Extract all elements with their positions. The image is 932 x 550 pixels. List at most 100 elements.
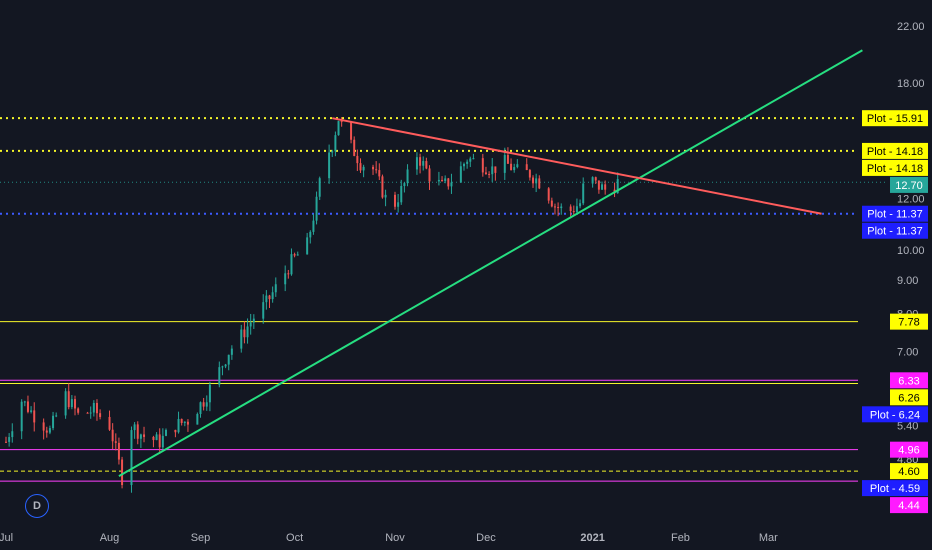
candle-body	[262, 302, 265, 319]
candle-body	[161, 435, 164, 448]
candle-body	[503, 155, 506, 173]
price-tag	[862, 480, 928, 497]
candle-body	[378, 170, 381, 177]
candle-body	[95, 402, 98, 414]
candle-body	[8, 437, 11, 442]
candle-body	[312, 220, 315, 232]
candle-body	[208, 384, 211, 403]
candle-body	[306, 237, 309, 255]
candle-body	[597, 180, 600, 190]
price-tag-label: 4.96	[898, 445, 919, 457]
candle-body	[152, 436, 155, 441]
y-tick-label: 9.00	[897, 275, 918, 287]
candle-body	[572, 211, 575, 213]
candle-body	[64, 391, 67, 416]
x-tick-label: Oct	[286, 532, 303, 544]
candle-body	[30, 410, 33, 412]
candle-body	[196, 413, 199, 425]
candle-body	[591, 177, 594, 184]
candle-body	[74, 399, 77, 409]
candle-body	[164, 429, 167, 436]
candle-body	[359, 163, 362, 171]
x-tick-label: Jul	[0, 532, 13, 544]
candle-body	[114, 441, 117, 443]
price-tags: Plot - 15.91 Plot - 14.18 Plot - 14.18 12.7…	[862, 110, 928, 514]
price-tag-label: 12.70	[895, 180, 923, 192]
y-tick-label: 10.00	[897, 245, 925, 257]
candle-body	[350, 121, 353, 140]
candle-body	[265, 295, 268, 303]
price-tag	[890, 463, 928, 480]
candle-body	[400, 186, 403, 203]
y-tick-label: 7.00	[897, 347, 918, 359]
candle-body	[616, 179, 619, 194]
candle-body	[89, 412, 92, 414]
candle-body	[466, 161, 469, 164]
candle-body	[309, 231, 312, 238]
candle-body	[506, 155, 509, 164]
x-tick-label: Mar	[759, 532, 778, 544]
candle-body	[444, 178, 447, 182]
candle-body	[296, 254, 299, 256]
candle-body	[463, 163, 466, 167]
candle-body	[243, 329, 246, 338]
candle-body	[362, 166, 365, 171]
candle-body	[425, 161, 428, 169]
candle-body	[77, 408, 80, 413]
candle-body	[315, 196, 318, 221]
candle-body	[268, 295, 271, 300]
candle-body	[108, 416, 111, 430]
candle-body	[356, 155, 359, 164]
time-axis[interactable]: Jul Aug Sep Oct Nov Dec 2021 Feb Mar	[0, 532, 778, 544]
candle-body	[55, 415, 58, 417]
candle-body	[337, 121, 340, 136]
candle-body	[525, 164, 528, 171]
price-tag-label: Plot - 6.24	[870, 409, 920, 421]
candle-body	[403, 183, 406, 187]
candle-body	[33, 410, 36, 423]
candle-body	[221, 366, 224, 368]
candle-body	[569, 206, 572, 212]
candle-body	[437, 179, 440, 182]
candle-body	[155, 434, 158, 441]
price-tag-label: 4.44	[898, 500, 919, 512]
candle-body	[67, 391, 70, 408]
candle-body	[334, 135, 337, 152]
candle-body	[271, 292, 274, 300]
candle-body	[469, 158, 472, 162]
candle-body	[52, 415, 55, 429]
candle-body	[284, 273, 287, 285]
candle-body	[510, 163, 513, 171]
candle-body	[513, 167, 516, 171]
interval-badge[interactable]: D	[25, 494, 49, 518]
candle-body	[582, 183, 585, 204]
price-tag	[862, 205, 928, 222]
trend-line	[118, 49, 863, 477]
candle-body	[419, 157, 422, 166]
candle-body	[340, 121, 343, 123]
candle-body	[224, 364, 227, 367]
candle-body	[199, 402, 202, 414]
price-tag-label: Plot - 14.18	[867, 146, 923, 158]
candle-body	[560, 206, 563, 209]
price-tag-label: 6.26	[898, 392, 919, 404]
price-tag	[862, 159, 928, 176]
candle-body	[532, 177, 535, 184]
price-tag	[862, 110, 928, 127]
candle-body	[441, 179, 444, 182]
candle-body	[550, 200, 553, 207]
candle-body	[183, 421, 186, 423]
x-tick-label: Dec	[476, 532, 496, 544]
candle-body	[45, 430, 48, 433]
candle-body	[158, 434, 161, 448]
candle-body	[26, 401, 29, 412]
candle-body	[415, 157, 418, 170]
candle-body	[99, 413, 102, 417]
candle-body	[594, 177, 597, 181]
candle-body	[459, 166, 462, 183]
candle-body	[205, 402, 208, 407]
